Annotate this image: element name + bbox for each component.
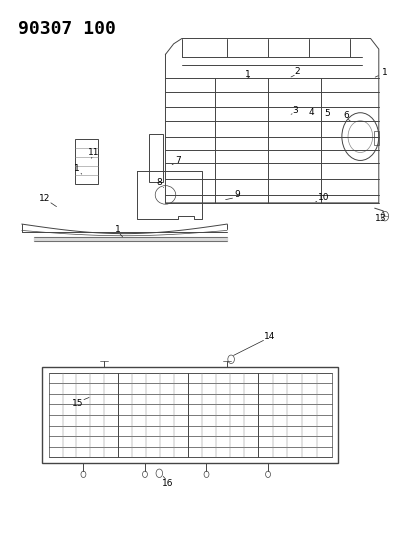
Text: 4: 4 [308,108,314,117]
Text: 14: 14 [264,332,276,341]
Text: 2: 2 [294,67,299,76]
Text: 7: 7 [175,156,180,165]
Bar [75,139,98,184]
Text: 9: 9 [235,190,240,199]
Text: 1: 1 [115,225,121,234]
Bar [374,131,379,144]
Bar [49,373,332,457]
Text: 13: 13 [375,214,387,223]
Text: 8: 8 [157,178,162,187]
Text: 6: 6 [343,111,349,120]
Bar [149,134,164,182]
Text: 3: 3 [292,106,298,115]
Bar [43,367,338,463]
Text: 16: 16 [162,479,173,488]
Text: 1: 1 [74,164,80,173]
Text: 15: 15 [71,399,83,408]
Text: 1: 1 [382,68,388,77]
Text: 10: 10 [318,193,329,202]
Text: 5: 5 [325,109,330,118]
Text: 1: 1 [244,70,250,79]
Text: 11: 11 [88,148,100,157]
Text: 12: 12 [39,194,50,203]
Text: 90307 100: 90307 100 [18,20,116,38]
